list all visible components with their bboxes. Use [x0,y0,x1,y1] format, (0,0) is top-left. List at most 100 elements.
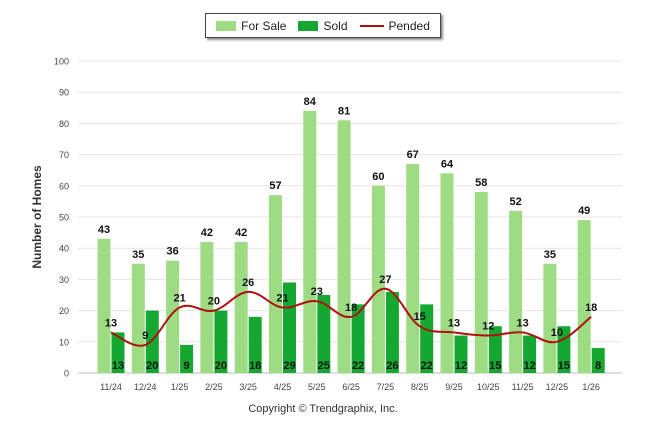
label-sold: 12 [523,360,535,372]
y-tick-label: 80 [59,119,69,129]
label-sold: 25 [318,360,330,372]
label-sold: 20 [146,360,158,372]
x-tick-label: 11/24 [100,382,122,392]
bar-sold [454,335,468,373]
bar-for-sale [166,260,180,373]
label-for-sale: 43 [98,224,110,236]
label-pended: 13 [448,317,460,329]
x-tick-label: 7/25 [377,382,395,392]
x-tick-label: 3/25 [239,382,257,392]
label-sold: 12 [455,360,467,372]
bar-sold [351,304,365,373]
bar-sold [214,310,228,373]
label-for-sale: 42 [201,227,213,239]
bar-sold [180,344,194,373]
label-for-sale: 58 [475,177,487,189]
bar-sold [488,326,502,373]
bar-sold [248,316,262,373]
label-pended: 21 [173,292,185,304]
y-tick-label: 20 [59,306,69,316]
bar-for-sale [200,241,214,373]
pended-line-group [110,287,592,347]
label-for-sale: 35 [132,249,144,261]
bar-for-sale [474,192,488,373]
label-for-sale: 57 [269,180,281,192]
label-for-sale: 52 [509,196,521,208]
bar-for-sale [234,241,248,373]
bar-sold [385,291,399,373]
bar-sold [145,310,159,373]
copyright: Copyright © Trendgraphix, Inc. [248,403,398,415]
bar-sold [523,335,537,373]
bar-for-sale [509,210,523,373]
label-sold: 18 [249,360,261,372]
x-tick-label: 12/24 [134,382,157,392]
x-tick-label: 6/25 [342,382,360,392]
label-for-sale: 60 [372,171,384,183]
label-sold: 20 [215,360,227,372]
y-tick-label: 40 [59,244,69,254]
legend-label-pended: Pended [388,18,430,33]
label-pended: 18 [585,302,597,314]
bar-for-sale [337,120,351,373]
x-tick-label: 8/25 [411,382,429,392]
bar-for-sale [577,220,591,373]
label-for-sale: 49 [578,205,590,217]
legend-item-for-sale[interactable]: For Sale [216,19,286,33]
label-pended: 18 [345,302,357,314]
y-tick-label: 100 [54,57,69,67]
bar-for-sale [543,263,557,373]
y-tick-label: 50 [59,213,69,223]
x-tick-label: 9/25 [445,382,463,392]
y-tick-label: 10 [59,337,69,347]
label-sold: 8 [595,360,601,372]
label-sold: 22 [352,360,364,372]
label-sold: 22 [421,360,433,372]
x-tick-label: 4/25 [274,382,292,392]
y-tick-label: 0 [64,369,69,379]
label-for-sale: 67 [407,149,419,161]
label-sold: 15 [558,360,570,372]
bar-for-sale [131,263,145,373]
label-pended: 9 [142,330,148,342]
label-pended: 27 [379,274,391,286]
bar-for-sale [269,195,282,373]
x-tick-label: 11/25 [512,382,534,392]
label-sold: 26 [386,360,398,372]
y-axis-label: Number of Homes [30,165,44,269]
x-tick-label: 1/26 [582,382,600,392]
label-pended: 12 [482,321,494,333]
x-tick-label: 10/25 [477,382,500,392]
x-tick-label: 2/25 [205,382,223,392]
label-sold: 13 [112,360,124,372]
data-labels: 43 13 35 20 36 9 42 20 42 18 57 29 84 25 81 22 60 26 67 22 6… [98,96,601,372]
label-pended: 15 [414,311,426,323]
label-pended: 23 [311,286,323,298]
label-for-sale: 42 [235,227,247,239]
y-axis-ticks: 0 10 20 30 40 50 60 70 80 90 100 [54,57,69,379]
y-tick-label: 30 [59,275,69,285]
bar-for-sale [371,185,385,373]
label-for-sale: 36 [166,246,178,258]
pended-line [110,287,592,347]
bar-sold [317,295,331,373]
sold-swatch [298,20,319,31]
legend-label-for-sale: For Sale [241,18,287,33]
label-pended: 10 [551,327,563,339]
bar-sold [283,282,296,373]
for-sale-swatch [216,20,237,31]
bar-sold [111,332,125,373]
label-sold: 29 [283,360,295,372]
bars [97,110,605,374]
x-tick-label: 12/25 [546,382,569,392]
x-tick-label: 5/25 [308,382,326,392]
legend-item-sold[interactable]: Sold [298,19,348,33]
legend-item-pended[interactable]: Pended [359,18,430,33]
bar-sold [420,304,434,373]
x-tick-label: 1/25 [171,382,189,392]
label-pended: 13 [516,317,528,329]
label-for-sale: 84 [304,96,317,108]
label-sold: 15 [489,360,501,372]
y-tick-label: 60 [59,181,69,191]
label-pended: 20 [208,296,220,308]
